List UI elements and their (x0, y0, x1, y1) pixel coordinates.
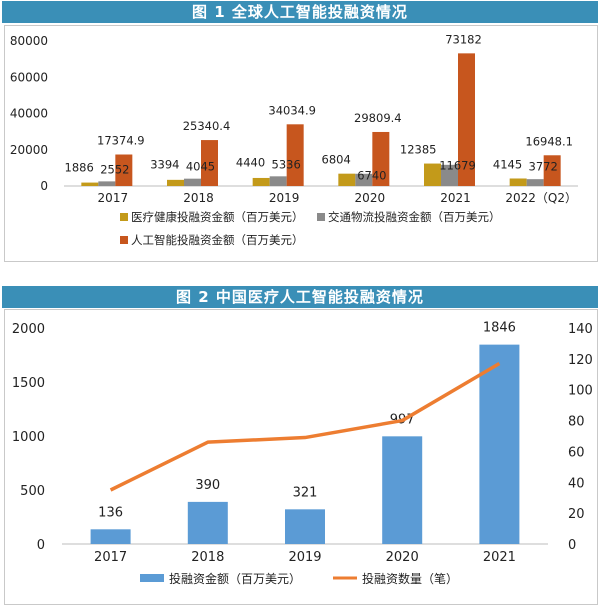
data-label: 4145 (493, 157, 522, 171)
y2-tick-label: 140 (568, 322, 593, 337)
legend-label: 医疗健康投融资金额（百万美元） (131, 210, 304, 224)
bar (424, 163, 441, 186)
data-label: 5336 (272, 157, 301, 171)
figure-1-chart: 0 20000 40000 60000 80000 2017 1886 2552 17374.9… (10, 32, 578, 247)
line-series (109, 361, 501, 492)
x-tick-label: 2017 (98, 191, 129, 205)
figure-2-title: 图 2 中国医疗人工智能投融资情况 (176, 288, 424, 306)
bar (167, 179, 184, 186)
data-label: 34034.9 (268, 103, 316, 117)
bar (252, 177, 270, 186)
y2-tick-label: 120 (568, 353, 593, 368)
y-tick-label: 80000 (10, 34, 48, 48)
bar (81, 182, 99, 186)
figure-1-title: 图 1 全球人工智能投融资情况 (192, 3, 408, 21)
y2-tick-label: 0 (568, 538, 576, 553)
data-label: 1846 (483, 321, 516, 336)
data-label: 390 (195, 478, 220, 493)
figure-2-title-bar: 图 2 中国医疗人工智能投融资情况 (2, 286, 598, 308)
x-tick-label: 2020 (386, 550, 419, 565)
y-tick-label: 500 (20, 484, 45, 499)
x-tick-label: 2017 (94, 550, 127, 565)
data-label: 16948.1 (525, 134, 573, 148)
data-label: 11679 (439, 159, 476, 173)
bar (479, 344, 520, 544)
bar (355, 173, 373, 186)
data-label: 29809.4 (354, 111, 402, 125)
y-tick-label: 1500 (12, 376, 45, 391)
data-label: 6740 (357, 169, 386, 183)
x-tick-label: 2020 (355, 191, 386, 205)
y2-tick-label: 80 (568, 415, 585, 430)
bar (372, 131, 390, 186)
y-tick-label: 20000 (10, 143, 48, 157)
data-label: 3394 (150, 158, 179, 172)
y-tick-label: 1000 (12, 430, 45, 445)
x-tick-label: 2021 (440, 191, 471, 205)
data-label: 1886 (65, 160, 94, 174)
data-label: 2552 (100, 162, 129, 176)
legend-label: 交通物流投融资金额（百万美元） (328, 210, 501, 224)
bar (526, 179, 544, 186)
bar (441, 164, 458, 186)
data-label: 6804 (322, 153, 351, 167)
bar (115, 154, 133, 186)
bar (90, 529, 131, 544)
y2-tick-label: 100 (568, 384, 593, 399)
bar (286, 124, 304, 186)
bar (269, 176, 287, 186)
x-tick-label: 2018 (191, 550, 224, 565)
figure-1: 图 1 全球人工智能投融资情况 0 20000 40000 60000 80000 201… (0, 0, 600, 262)
bar (382, 436, 423, 544)
bar (285, 509, 325, 544)
legend-swatch (120, 236, 128, 244)
y-tick-label: 60000 (10, 70, 48, 84)
y-tick-label: 40000 (10, 107, 48, 121)
data-label: 17374.9 (97, 134, 145, 148)
bar (187, 501, 228, 544)
bar (338, 173, 356, 186)
bar (509, 178, 527, 186)
bar (458, 53, 475, 187)
y2-tick-label: 40 (568, 476, 585, 491)
data-label: 136 (98, 505, 123, 520)
figure-1-title-bar: 图 1 全球人工智能投融资情况 (2, 1, 598, 23)
legend-swatch (140, 574, 164, 582)
legend-swatch (317, 213, 325, 221)
y2-tick-label: 20 (568, 507, 585, 522)
data-label: 3772 (529, 159, 558, 173)
y-tick-label: 0 (37, 538, 45, 553)
data-label: 25340.4 (183, 119, 231, 133)
bar (543, 155, 561, 186)
bar (98, 181, 116, 186)
bar (184, 178, 201, 186)
legend-label: 人工智能投融资金额（百万美元） (131, 233, 304, 247)
legend-swatch (120, 213, 128, 221)
data-label: 321 (293, 485, 318, 500)
data-label: 12385 (400, 143, 437, 157)
legend-label: 投融资数量（笔） (362, 571, 458, 586)
data-label: 73182 (445, 32, 482, 46)
bar (201, 140, 218, 186)
data-label: 4440 (236, 155, 265, 169)
data-label: 4045 (186, 160, 215, 174)
y-tick-label: 2000 (12, 322, 45, 337)
x-tick-label: 2022（Q2） (505, 191, 577, 205)
x-tick-label: 2018 (183, 191, 214, 205)
x-tick-label: 2021 (483, 550, 516, 565)
legend-label: 投融资金额（百万美元） (169, 571, 301, 586)
x-tick-label: 2019 (269, 191, 300, 205)
y-tick-label: 0 (40, 179, 48, 193)
y2-tick-label: 60 (568, 445, 585, 460)
x-tick-label: 2019 (288, 550, 321, 565)
